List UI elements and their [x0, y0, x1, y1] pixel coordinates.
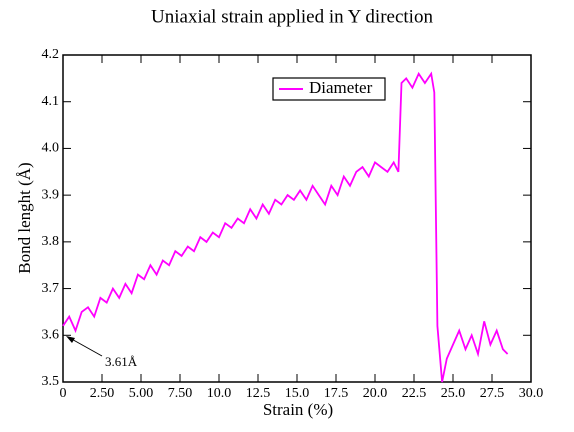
y-tick-label: 4.0	[42, 141, 60, 156]
y-tick-label: 3.7	[42, 281, 60, 296]
x-tick-label: 15.0	[285, 386, 310, 401]
y-tick-label: 3.8	[42, 234, 60, 249]
arrow-head	[66, 336, 75, 343]
annotation: 3.61Å	[105, 354, 138, 369]
y-tick-label: 4.1	[42, 94, 60, 109]
legend-label: Diameter	[309, 78, 373, 97]
x-tick-label: 17.5	[324, 386, 349, 401]
x-tick-label: 10.0	[207, 386, 232, 401]
data-line	[62, 71, 509, 383]
x-tick-label: 25.0	[441, 386, 466, 401]
x-axis-label: Strain (%)	[263, 400, 333, 419]
x-tick-label: 22.5	[402, 386, 427, 401]
y-tick-label: 3.5	[42, 374, 60, 389]
y-tick-label: 4.2	[42, 47, 60, 62]
x-tick-label: 20.0	[363, 386, 388, 401]
x-tick-label: 30.0	[519, 386, 544, 401]
x-tick-label: 7.50	[168, 386, 193, 401]
y-tick-label: 3.6	[42, 328, 60, 343]
x-tick-label: 0	[60, 386, 67, 401]
x-tick-label: 5.00	[129, 386, 154, 401]
y-axis-label: Bond lenght (Å)	[15, 162, 34, 273]
chart-title: Uniaxial strain applied in Y direction	[151, 6, 433, 27]
legend-box	[272, 77, 386, 101]
x-tick-label: 2.50	[90, 386, 115, 401]
y-tick-label: 3.9	[42, 187, 60, 202]
x-tick-label: 12.5	[246, 386, 271, 401]
x-tick-label: 27.5	[480, 386, 505, 401]
